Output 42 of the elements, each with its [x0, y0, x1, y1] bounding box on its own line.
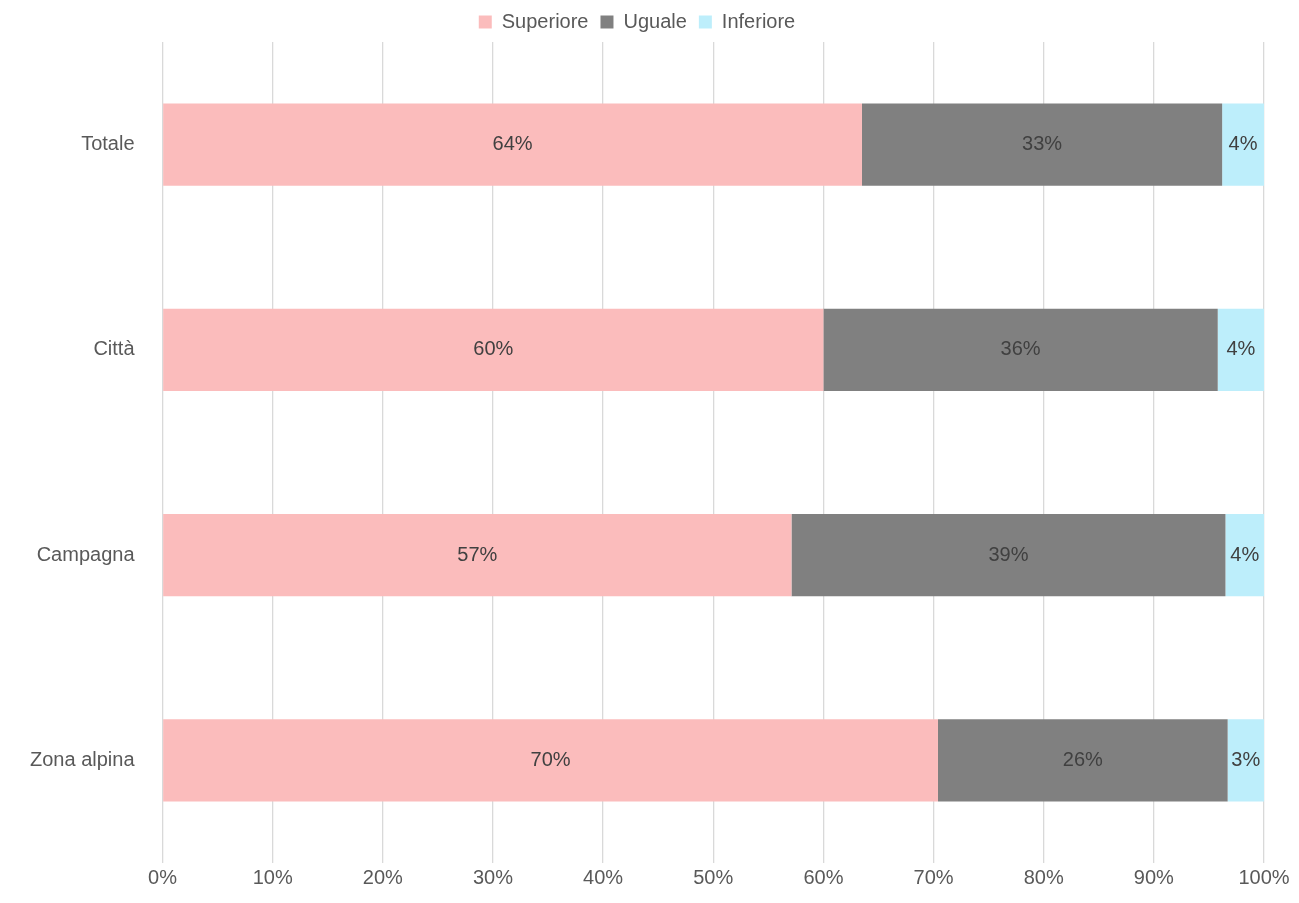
x-tick-label: 80% — [1023, 865, 1064, 888]
data-label: 33% — [1022, 132, 1063, 155]
x-tick-label: 30% — [472, 865, 514, 888]
y-tick-label: Città — [93, 337, 136, 360]
bar — [1227, 719, 1264, 802]
x-tick-label: 10% — [252, 865, 293, 888]
x-tick-label: 70% — [913, 865, 954, 888]
x-tick-label: 20% — [362, 865, 404, 888]
x-tick-label: 60% — [803, 865, 844, 888]
data-label: 3% — [1231, 747, 1261, 770]
y-tick-label: Zona alpina — [29, 747, 136, 770]
bar — [823, 308, 1218, 391]
legend-label: Inferiore — [721, 9, 796, 32]
bar — [1222, 103, 1264, 186]
bar — [163, 308, 824, 391]
bar — [1225, 514, 1264, 597]
x-tick-label: 0% — [148, 865, 178, 888]
data-label: 70% — [530, 747, 571, 770]
bar — [163, 514, 792, 597]
bar — [937, 719, 1228, 802]
legend-label: Uguale — [623, 9, 687, 32]
y-tick-label: Campagna — [36, 542, 136, 565]
data-label: 4% — [1230, 542, 1260, 565]
data-label: 26% — [1062, 747, 1104, 770]
data-label: 60% — [473, 337, 514, 360]
bar — [163, 719, 938, 802]
legend-label: Superiore — [501, 9, 589, 32]
x-tick-label: 40% — [583, 865, 624, 888]
data-label: 4% — [1228, 132, 1258, 155]
bar — [861, 103, 1223, 186]
data-label: 36% — [1000, 337, 1041, 360]
data-label: 4% — [1226, 337, 1256, 360]
bar — [163, 103, 862, 186]
bar — [791, 514, 1226, 597]
data-label: 57% — [457, 542, 498, 565]
x-tick-label: 50% — [693, 865, 734, 888]
y-tick-label: Totale — [81, 132, 135, 155]
x-tick-label: 90% — [1133, 865, 1175, 888]
bar — [1217, 308, 1264, 391]
data-label: 39% — [988, 542, 1029, 565]
data-label: 64% — [492, 132, 533, 155]
x-tick-label: 100% — [1238, 865, 1290, 888]
